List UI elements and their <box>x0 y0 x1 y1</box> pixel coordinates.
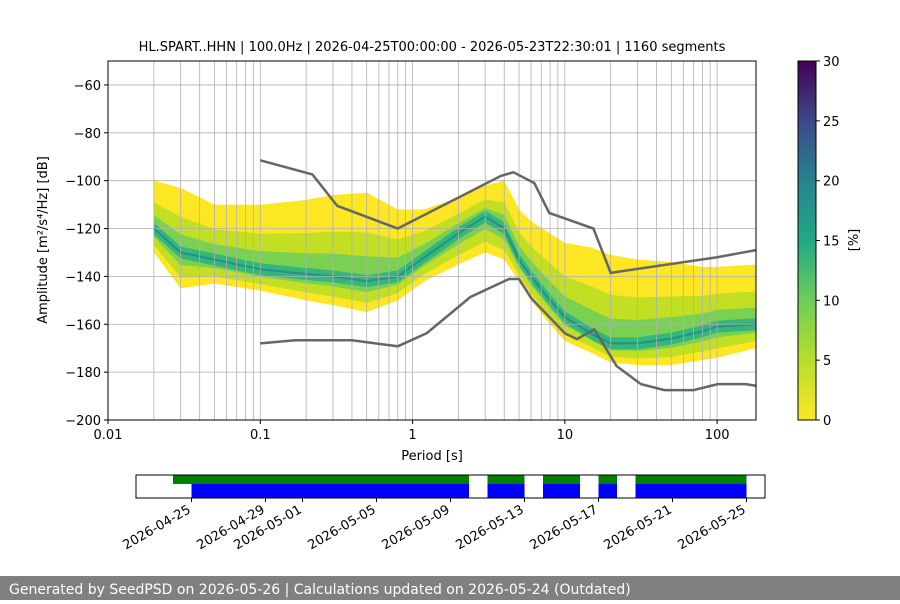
colorbar-tick-label: 0 <box>823 414 831 429</box>
green-segment <box>173 475 469 484</box>
green-segment <box>543 475 580 484</box>
y-tick-label: −80 <box>74 127 101 142</box>
colorbar-label: [%] <box>847 229 862 252</box>
colorbar-tick-label: 15 <box>823 235 840 250</box>
availability-bars <box>173 475 747 498</box>
blue-segment <box>191 484 469 498</box>
blue-segment <box>635 484 747 498</box>
y-tick-label: −200 <box>65 414 101 429</box>
date-tick-label: 2026-05-13 <box>454 502 527 553</box>
x-axis-label: Period [s] <box>401 449 463 464</box>
chart-title: HL.SPART..HHN | 100.0Hz | 2026-04-25T00:… <box>139 40 726 55</box>
colorbar: 0 5 10 15 20 25 30 [%] <box>797 55 862 429</box>
psd-plot: 0.01 0.1 1 10 100 −60 −80 −100 −120 −140 −160 −180… <box>36 60 757 464</box>
colorbar-tick-label: 10 <box>823 294 840 309</box>
nlnm-line <box>260 277 756 392</box>
date-tick-label: 2026-05-25 <box>676 502 749 553</box>
x-tick-label: 0.1 <box>250 428 271 443</box>
y-tick-label: −140 <box>65 270 101 285</box>
y-tick-label: −60 <box>74 79 101 94</box>
y-tick-label: −100 <box>65 175 101 190</box>
noise-model-lines <box>259 159 756 392</box>
green-segment <box>487 475 525 484</box>
date-tick-label: 2026-05-17 <box>528 502 601 553</box>
date-tick-label: 2026-05-05 <box>306 502 379 553</box>
blue-segment <box>487 484 525 498</box>
blue-segment <box>543 484 580 498</box>
x-tick-label: 1 <box>408 428 416 443</box>
grid-lines <box>107 61 756 421</box>
x-tick-label: 100 <box>705 428 730 443</box>
x-tick-label: 10 <box>557 428 574 443</box>
y-tick-label: −180 <box>65 366 101 381</box>
colorbar-tick-label: 20 <box>823 175 840 190</box>
nhnm-line <box>259 159 756 275</box>
date-tick-label: 2026-05-09 <box>380 502 453 553</box>
x-axis-ticks: 0.01 0.1 1 10 100 <box>94 420 730 443</box>
colorbar-tick-label: 25 <box>823 115 840 130</box>
x-tick-label: 0.01 <box>94 428 123 443</box>
colorbar-tick-label: 5 <box>823 354 831 369</box>
y-tick-label: −120 <box>65 223 101 238</box>
colorbar-gradient <box>797 60 817 421</box>
blue-segment <box>598 484 617 498</box>
y-axis-label: Amplitude [m²/s⁴/Hz] [dB] <box>36 156 51 324</box>
colorbar-ticks: 0 5 10 15 20 25 30 <box>816 55 840 429</box>
green-segment <box>635 475 747 484</box>
footer-bar: Generated by SeedPSD on 2026-05-26 | Cal… <box>0 576 900 600</box>
y-tick-label: −160 <box>65 318 101 333</box>
date-tick-label: 2026-04-25 <box>121 502 194 553</box>
plot-frame <box>107 60 757 421</box>
green-segment <box>598 475 617 484</box>
y-axis-ticks: −60 −80 −100 −120 −140 −160 −180 −200 <box>65 79 108 429</box>
date-tick-label: 2026-05-21 <box>602 502 675 553</box>
density-core <box>153 210 756 350</box>
colorbar-tick-label: 30 <box>823 55 840 70</box>
